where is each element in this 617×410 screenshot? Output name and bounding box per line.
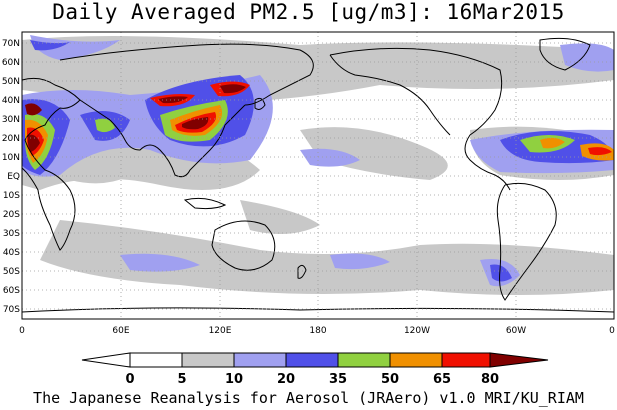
colorbar-segment (129, 352, 183, 368)
colorbar-arrow-low (81, 352, 131, 368)
lat-label: 60N (2, 58, 20, 68)
lat-label: 10S (3, 191, 20, 201)
lat-label: 40S (3, 248, 20, 258)
colorbar-segment (181, 352, 235, 368)
credit-line: The Japanese Reanalysis for Aerosol (JRA… (33, 389, 584, 407)
lat-label: 20N (2, 134, 20, 144)
colorbar-segment (389, 352, 443, 368)
lat-label: EQ (7, 172, 20, 182)
pm25-field (22, 35, 614, 295)
lat-label: 60S (3, 286, 20, 296)
lat-label: 40N (2, 96, 20, 106)
colorbar-segment (337, 352, 391, 368)
map-frame (21, 31, 615, 320)
coastlines (21, 37, 615, 313)
lat-label: 30N (2, 115, 20, 125)
lon-label: 120W (404, 326, 430, 336)
colorbar-label: 50 (381, 372, 399, 387)
colorbar-label: 5 (177, 372, 186, 387)
colorbar-label: 80 (481, 372, 499, 387)
colorbar-label: 0 (125, 372, 134, 387)
colorbar-segment (285, 352, 339, 368)
colorbar-label: 65 (433, 372, 451, 387)
colorbar-label: 20 (277, 372, 295, 387)
lon-label: 0 (609, 326, 615, 336)
longitude-labels: 0 60E 120E 180 120W 60W 0 (19, 326, 615, 336)
lon-label: 120E (209, 326, 232, 336)
graticule (22, 32, 614, 319)
lat-label: 10N (2, 153, 20, 163)
colorbar-arrow-high (489, 352, 549, 368)
lat-label: 50S (3, 267, 20, 277)
lat-label: 50N (2, 77, 20, 87)
map-title: Daily Averaged PM2.5 [ug/m3]: 16Mar2015 (52, 0, 565, 24)
latitude-labels: 70N 60N 50N 40N 30N 20N 10N EQ 10S 20S 3… (2, 39, 20, 315)
lat-label: 20S (3, 210, 20, 220)
lon-label: 60E (112, 326, 129, 336)
lon-label: 0 (19, 326, 25, 336)
colorbar-segment (441, 352, 491, 368)
lat-label: 30S (3, 229, 20, 239)
lon-label: 180 (309, 326, 326, 336)
colorbar-segment (233, 352, 287, 368)
colorbar-label: 10 (225, 372, 243, 387)
lat-label: 70S (3, 305, 20, 315)
lat-label: 70N (2, 39, 20, 49)
colorbar-label: 35 (329, 372, 347, 387)
lon-label: 60W (506, 326, 526, 336)
colorbar: 0 5 10 20 35 50 65 80 (81, 352, 549, 387)
